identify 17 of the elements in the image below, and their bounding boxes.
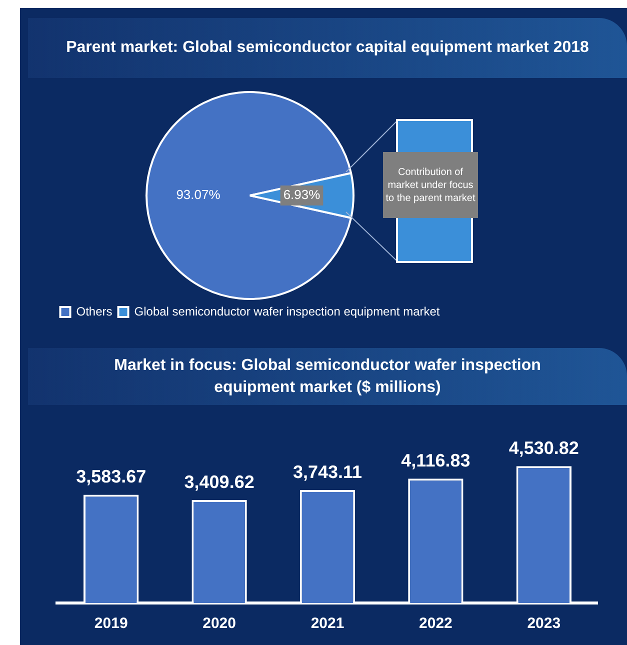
data-label: 3,583.67 [76, 466, 146, 487]
text: Contribution of market under focus to the parent market [383, 152, 478, 218]
data-label: 4,116.83 [401, 450, 470, 471]
x-tick-label: 2022 [419, 615, 452, 632]
x-tick-label: 2021 [310, 615, 344, 632]
x-tick-label: 2023 [527, 615, 561, 632]
data-label: 93.07% [176, 187, 221, 202]
x-tick-label: 2019 [94, 615, 128, 632]
chart-title: Parent market: Global semiconductor capital equipment market 2018 [66, 38, 589, 58]
data-label: 6.93% [283, 187, 321, 202]
legend-label: Others [76, 304, 112, 318]
data-label: 3,743.11 [292, 462, 362, 482]
legend-label: Global semiconductor wafer inspection equipment market [134, 304, 440, 318]
data-label: 3,409.62 [184, 472, 254, 492]
data-label: 4,530.82 [508, 438, 579, 458]
chart-title: Market in focus: Global semiconductor wafer inspection equipment market ($ millions) [113, 356, 542, 398]
x-tick-label: 2020 [202, 615, 236, 632]
